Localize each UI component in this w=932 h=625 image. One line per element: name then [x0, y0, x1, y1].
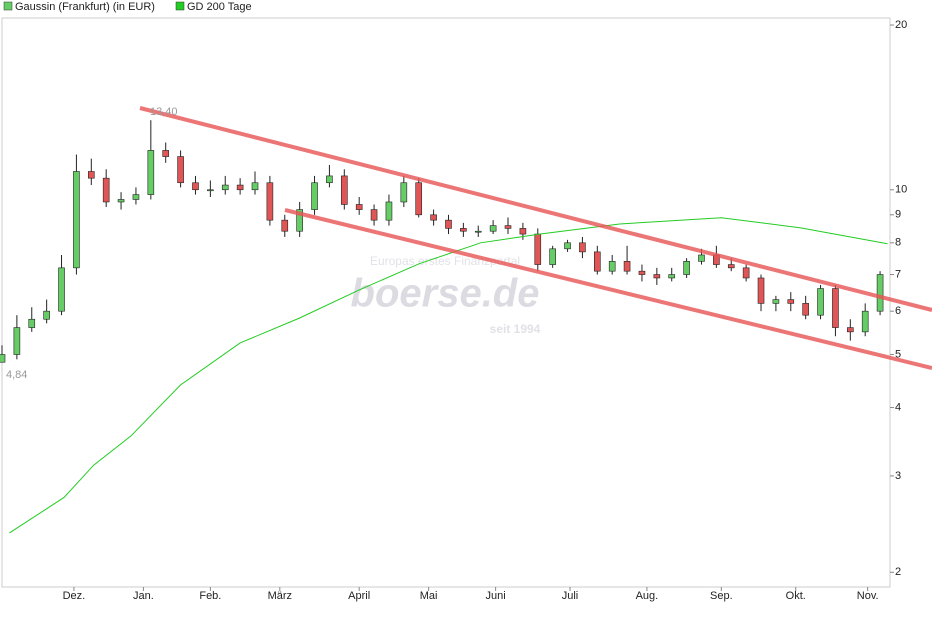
candle-body	[132, 194, 140, 200]
x-tick-label: Mai	[420, 590, 438, 602]
candle-body	[311, 182, 318, 210]
candle-body	[638, 270, 646, 275]
candle-body	[460, 228, 467, 232]
x-tick-label: Nov.	[857, 590, 879, 602]
candle-body	[861, 310, 869, 333]
candle-body	[221, 184, 229, 191]
x-tick-label: Okt.	[786, 590, 806, 602]
candle-body	[772, 299, 780, 304]
candle-body	[504, 225, 512, 229]
candle-body	[683, 261, 690, 275]
candle-body	[0, 354, 6, 363]
candle-body	[668, 274, 676, 279]
candle-body	[727, 264, 735, 269]
candle-body	[415, 182, 423, 216]
watermark-since: seit 1994	[490, 322, 541, 336]
candle-body	[653, 274, 661, 279]
y-tick-label: 8	[895, 237, 901, 249]
y-tick-label: 2	[895, 566, 901, 578]
candle-body	[28, 318, 36, 328]
candle-body	[623, 261, 631, 272]
candle-body	[192, 182, 199, 191]
trend-line	[284, 208, 932, 370]
legend-label: GD 200 Tage	[187, 1, 252, 13]
candle-body	[162, 150, 170, 157]
y-tick-label: 3	[895, 470, 901, 482]
candle-body	[251, 182, 259, 191]
candle-body	[742, 267, 750, 279]
marks	[0, 120, 888, 534]
legend-swatch	[175, 1, 185, 11]
x-tick-label: Juli	[562, 590, 579, 602]
candle-body	[341, 175, 348, 205]
x-tick-label: Aug.	[636, 590, 659, 602]
candle-body	[296, 209, 303, 232]
plot-area	[1, 17, 891, 588]
y-tick-label: 9	[895, 209, 901, 221]
candle-body	[102, 177, 110, 203]
y-tick-label: 4	[895, 401, 901, 413]
candle-body	[73, 171, 80, 269]
annotation: 4,84	[6, 369, 27, 381]
candle-body	[177, 156, 184, 184]
candle-body	[236, 184, 244, 191]
x-tick-label: April	[348, 590, 370, 602]
candle-body	[594, 251, 601, 272]
trend-line	[139, 106, 932, 312]
candle-body	[400, 182, 408, 203]
watermark-brand: boerse.de	[351, 272, 540, 316]
x-tick-label: März	[268, 590, 292, 602]
candle-body	[847, 327, 854, 333]
candle-body	[430, 214, 437, 221]
candle-body	[117, 199, 125, 203]
candle-body	[281, 219, 289, 232]
x-tick-label: Dez.	[63, 590, 86, 602]
candle-body	[87, 171, 95, 179]
candle-body	[787, 299, 795, 304]
x-tick-label: Sep.	[710, 590, 733, 602]
y-tick-label: 7	[895, 268, 901, 280]
x-tick-label: Jan.	[133, 590, 154, 602]
candle-body	[207, 189, 214, 192]
candle-body	[832, 288, 839, 328]
candle-body	[43, 310, 50, 320]
candle-body	[355, 204, 363, 210]
y-tick-label: 5	[895, 348, 901, 360]
candle-body	[608, 261, 616, 272]
candle-body	[474, 230, 482, 233]
y-tick-label: 10	[895, 184, 907, 196]
x-tick-label: Feb.	[199, 590, 221, 602]
gd-line	[9, 217, 888, 534]
y-tick-label: 6	[895, 305, 901, 317]
candle-body	[802, 303, 809, 316]
annotation: 13,40	[150, 106, 178, 118]
candle-body	[876, 274, 884, 312]
candle-body	[519, 228, 527, 235]
candle-body	[817, 288, 824, 316]
candle-body	[698, 254, 705, 262]
candle-body	[564, 242, 571, 250]
candle-body	[326, 175, 333, 184]
candle-body	[147, 150, 155, 195]
candle-body	[489, 225, 497, 232]
candle-body	[13, 327, 21, 355]
legend-label: Gaussin (Frankfurt) (in EUR)	[15, 1, 155, 13]
candle-body	[534, 233, 542, 265]
candle-body	[579, 242, 586, 253]
candle-body	[58, 267, 65, 312]
candle-body	[266, 182, 274, 221]
y-tick-label: 20	[895, 19, 907, 31]
candle-body	[757, 277, 765, 304]
x-tick-label: Juni	[486, 590, 506, 602]
candle-body	[445, 219, 452, 229]
candle-body	[385, 201, 393, 221]
candle-body	[549, 248, 556, 265]
candle-body	[370, 209, 378, 221]
legend-swatch	[3, 1, 13, 11]
